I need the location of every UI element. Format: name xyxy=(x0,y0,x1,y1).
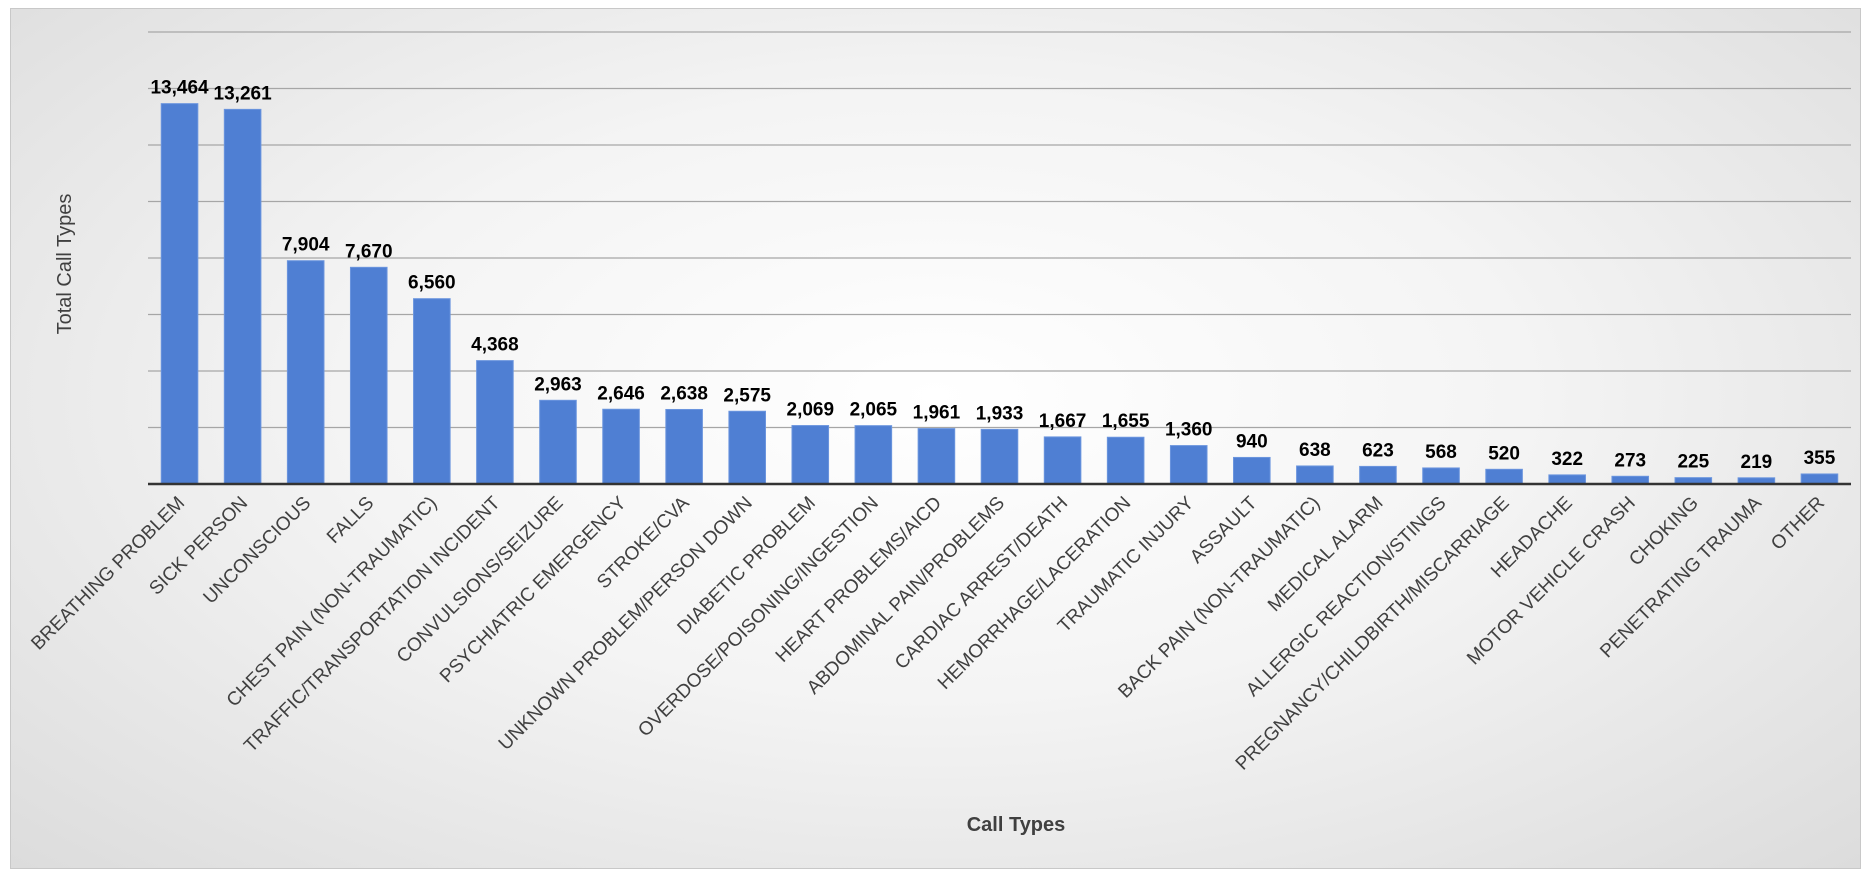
bar-value-label: 219 xyxy=(1741,452,1773,473)
bar xyxy=(1800,473,1839,485)
bar xyxy=(980,428,1019,485)
bars xyxy=(160,103,1839,485)
bar-value-label: 940 xyxy=(1236,431,1268,452)
bar-value-label: 1,667 xyxy=(1039,411,1087,432)
bar-value-label: 13,261 xyxy=(214,83,273,104)
chart-area: 13,464 13,261 7,904 7,670 6,560 4,368 2,963 2,6… xyxy=(10,8,1861,869)
bar-value-label: 1,933 xyxy=(976,403,1024,424)
bar xyxy=(1485,468,1523,485)
bar xyxy=(1043,436,1082,485)
bar xyxy=(1169,445,1208,485)
bar xyxy=(1422,467,1460,485)
bar xyxy=(349,266,388,485)
bar-value-label: 7,904 xyxy=(282,235,330,256)
bar-value-label: 623 xyxy=(1362,440,1394,461)
bar-value-label: 6,560 xyxy=(408,273,456,294)
bar xyxy=(1359,465,1397,485)
bar-value-label: 2,575 xyxy=(723,385,771,406)
bar xyxy=(476,360,514,485)
bar-value-label: 1,360 xyxy=(1165,420,1213,441)
bar-value-label: 4,368 xyxy=(471,335,519,356)
bar-value-label: 2,065 xyxy=(850,400,898,421)
bar xyxy=(223,108,262,485)
bar-value-label: 2,963 xyxy=(534,374,582,395)
bar-value-label: 638 xyxy=(1299,440,1331,461)
bar xyxy=(602,408,640,485)
y-axis-title: Total Call Types xyxy=(54,194,76,335)
bar xyxy=(539,399,577,485)
bar xyxy=(917,428,956,485)
gridlines xyxy=(148,31,1851,429)
bar xyxy=(728,410,766,485)
bar xyxy=(854,425,893,485)
bar-value-label: 322 xyxy=(1551,449,1583,470)
bar xyxy=(1233,456,1271,485)
x-tick-label: FALLS xyxy=(323,493,378,548)
x-tick-label: OTHER xyxy=(1767,493,1829,555)
x-tick-label: OVERDOSE/POISONING/INGESTION xyxy=(634,493,883,742)
bar-value-label: 520 xyxy=(1488,443,1520,464)
bar-value-label: 2,069 xyxy=(787,400,835,421)
bar xyxy=(1296,465,1334,485)
bar-value-label: 2,646 xyxy=(597,383,645,404)
bar-value-label: 1,961 xyxy=(913,403,961,424)
bar xyxy=(286,260,325,485)
bar-value-label: 7,670 xyxy=(345,241,393,262)
bar xyxy=(791,425,830,485)
x-tick-label: UNCONSCIOUS xyxy=(200,493,316,609)
bar-value-label: 273 xyxy=(1614,450,1646,471)
bar-chart: 13,464 13,261 7,904 7,670 6,560 4,368 2,963 2,6… xyxy=(27,31,1851,836)
bar-value-label: 355 xyxy=(1804,448,1836,469)
bar-value-label: 13,464 xyxy=(150,78,209,99)
bar xyxy=(1106,436,1145,485)
bar-value-label: 1,655 xyxy=(1102,411,1150,432)
bar xyxy=(665,408,703,485)
bar xyxy=(413,298,451,485)
x-tick-label: MEDICAL ALARM xyxy=(1264,493,1387,616)
bar xyxy=(1548,474,1586,485)
x-axis-title: Call Types xyxy=(967,814,1066,836)
bar-value-label: 2,638 xyxy=(660,383,708,404)
data-labels: 13,464 13,261 7,904 7,670 6,560 4,368 2,963 2,6… xyxy=(150,78,1835,473)
bar-value-label: 225 xyxy=(1677,452,1709,473)
bar-value-label: 568 xyxy=(1425,442,1457,463)
bar xyxy=(160,103,199,485)
